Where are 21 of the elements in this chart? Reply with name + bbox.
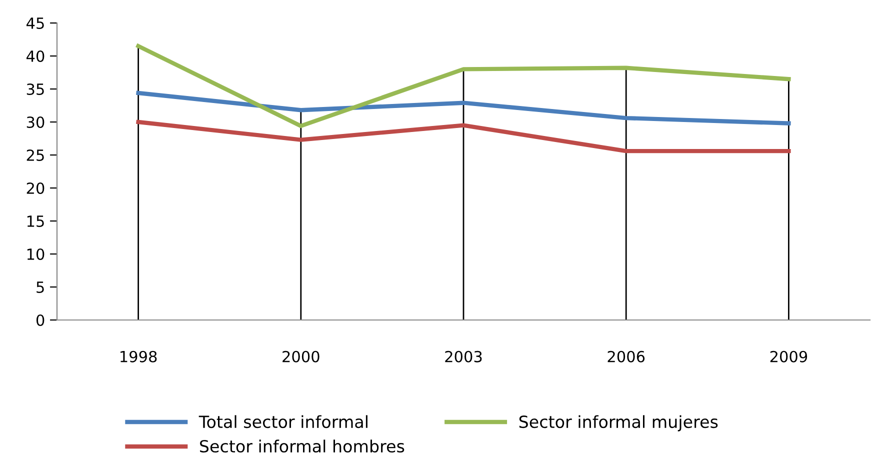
y-tick-label: 30 (26, 116, 44, 128)
y-tick-label: 20 (26, 182, 44, 194)
y-tick-label: 5 (36, 282, 44, 294)
line-series (136, 90, 791, 126)
y-tick-label: 45 (26, 18, 44, 30)
x-tick-label: 1998 (120, 350, 157, 362)
x-tick-label: 2006 (608, 350, 645, 362)
legend-label: Total sector informal (198, 415, 368, 428)
y-tick-label: 15 (27, 216, 44, 228)
y-tick-label: 40 (26, 50, 44, 62)
y-tick-label: 25 (26, 149, 44, 162)
legend-label: Sector informal hombres (200, 440, 404, 453)
x-tick-label: 2003 (445, 350, 482, 362)
y-tick-label: 35 (26, 83, 44, 96)
y-tick-label: 10 (27, 248, 44, 260)
line-series (136, 120, 791, 154)
x-tick-label: 2000 (282, 350, 320, 362)
y-tick-label: 0 (36, 314, 44, 326)
line-series (136, 44, 791, 128)
legend-label: Sector informal mujeres (519, 415, 718, 432)
x-tick-label: 2009 (770, 350, 808, 362)
